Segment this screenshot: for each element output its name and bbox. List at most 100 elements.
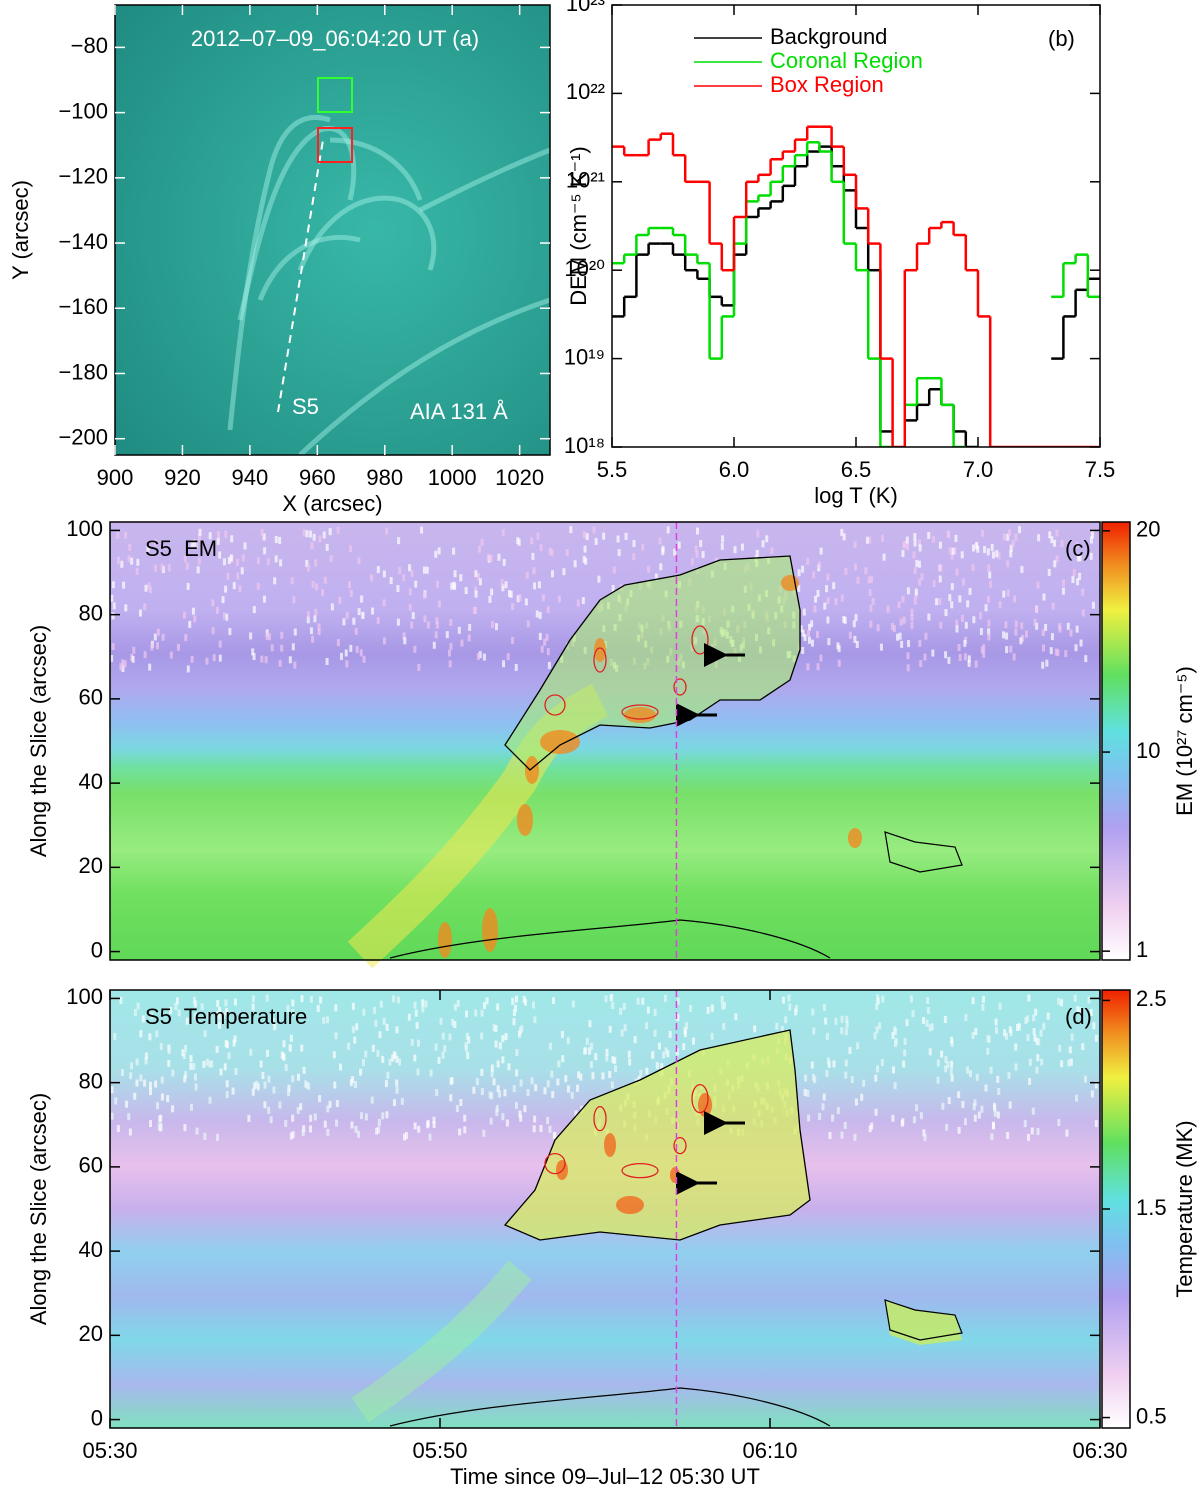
speckle — [1032, 1028, 1036, 1036]
speckle — [582, 555, 586, 563]
y-axis-label: Along the Slice (arcsec) — [26, 625, 51, 857]
bright-region — [505, 1030, 810, 1240]
speckle — [1070, 1033, 1074, 1041]
contour — [504, 555, 801, 771]
speckle — [410, 1038, 414, 1046]
speckle — [391, 1054, 395, 1062]
speckle — [1050, 536, 1054, 544]
speckle — [1009, 544, 1013, 552]
speckle — [350, 1121, 354, 1129]
speckle — [420, 526, 424, 534]
speckle — [139, 1074, 143, 1082]
speckle — [200, 1003, 204, 1011]
speckle — [765, 535, 769, 543]
speckle — [946, 530, 950, 538]
speckle — [351, 1026, 355, 1034]
speckle — [1071, 576, 1075, 584]
speckle — [562, 568, 566, 576]
speckle — [810, 639, 814, 647]
speckle — [1074, 644, 1078, 652]
speckle — [143, 651, 147, 659]
speckle — [571, 1000, 575, 1008]
speckle — [868, 1125, 872, 1133]
speckle — [274, 535, 278, 543]
speckle — [976, 545, 980, 553]
speckle — [533, 582, 537, 590]
speckle — [910, 608, 914, 616]
speckle — [449, 619, 453, 627]
speckle — [974, 1028, 978, 1036]
speckle — [322, 1017, 326, 1025]
speckle — [850, 1076, 854, 1084]
speckle — [1037, 534, 1041, 542]
speckle — [949, 1068, 953, 1076]
speckle — [891, 623, 895, 631]
speckle — [192, 1062, 196, 1070]
speckle — [892, 625, 896, 633]
speckle — [911, 1010, 915, 1018]
speckle — [1037, 1038, 1041, 1046]
speckle — [119, 996, 123, 1004]
speckle — [986, 1047, 990, 1055]
y-tick-label: −80 — [71, 33, 108, 58]
speckle — [1017, 1023, 1021, 1031]
speckle — [332, 1051, 336, 1059]
speckle — [811, 1008, 815, 1016]
speckle — [222, 558, 226, 566]
speckle — [416, 1068, 420, 1076]
speckle — [110, 1112, 114, 1120]
speckle — [561, 1055, 565, 1063]
speckle — [825, 585, 829, 593]
speckle — [819, 547, 823, 555]
speckle — [961, 1100, 965, 1108]
speckle — [150, 1012, 154, 1020]
speckle — [844, 567, 848, 575]
speckle — [424, 1000, 428, 1008]
speckle — [222, 612, 226, 620]
speckle — [243, 542, 247, 550]
speckle — [345, 660, 349, 668]
speckle — [551, 1090, 555, 1098]
speckle — [306, 564, 310, 572]
speckle — [1078, 554, 1082, 562]
x-tick-label: 980 — [366, 465, 403, 490]
speckle — [218, 1009, 222, 1017]
y-tick-label: 0 — [91, 937, 103, 962]
speckle — [870, 1122, 874, 1130]
speckle — [395, 1055, 399, 1063]
speckle — [611, 1056, 615, 1064]
speckle — [1006, 1131, 1010, 1139]
speckle — [912, 551, 916, 559]
speckle — [501, 1113, 505, 1121]
speckle — [661, 548, 665, 556]
speckle — [407, 1013, 411, 1021]
speckle — [1057, 997, 1061, 1005]
speckle — [342, 618, 346, 626]
speckle — [422, 566, 426, 574]
speckle — [501, 1056, 505, 1064]
speckle — [913, 533, 917, 541]
speckle — [382, 637, 386, 645]
speckle — [496, 1085, 500, 1093]
speckle — [1023, 1120, 1027, 1128]
speckle — [318, 535, 322, 543]
speckle — [957, 1126, 961, 1134]
speckle — [263, 547, 267, 555]
speckle — [241, 554, 245, 562]
speckle — [314, 608, 318, 616]
speckle — [271, 1017, 275, 1025]
speckle — [141, 1015, 145, 1023]
speckle — [211, 599, 215, 607]
speckle — [269, 1116, 273, 1124]
speckle — [826, 616, 830, 624]
green-box — [317, 77, 353, 113]
speckle — [1049, 647, 1053, 655]
contour — [389, 1387, 831, 1427]
speckle — [664, 1047, 668, 1055]
speckle — [947, 656, 951, 664]
speckle — [886, 605, 890, 613]
x-tick-label: 900 — [97, 465, 134, 490]
speckle — [585, 1037, 589, 1045]
speckle — [1067, 1059, 1071, 1067]
speckle — [360, 595, 364, 603]
